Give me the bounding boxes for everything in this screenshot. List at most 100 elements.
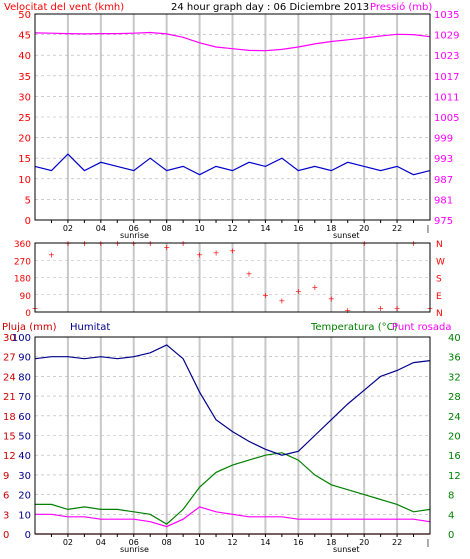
direction-point: +: [377, 304, 384, 313]
rain-tick-label: 30: [3, 333, 16, 344]
x-tick-label: 14: [260, 538, 270, 547]
direction-tick-label: 0: [25, 309, 31, 319]
wind-tick-label: 25: [18, 113, 31, 124]
pressure-tick-label: 1011: [434, 92, 459, 103]
humidity-y-axis: 0 10 20 30 40 50 60 70 80 90 100: [12, 333, 31, 541]
x-tick-label: 18: [326, 224, 336, 233]
humidity-tick-label: 80: [18, 372, 31, 383]
wind-tick-label: 35: [18, 72, 31, 83]
rain-tick-label: 18: [3, 412, 16, 423]
x-tick-label: 16: [293, 224, 303, 233]
pressure-tick-label: 981: [434, 195, 453, 206]
wind-y-axis: 0 5 10 15 20 25 30 35 40 45 50: [18, 10, 31, 227]
humidity-tick-label: 30: [18, 471, 31, 482]
compass-tick-label: W: [436, 257, 445, 267]
temperature-tick-label: 36: [448, 353, 461, 364]
direction-point: +: [311, 283, 318, 292]
rain-y-axis: 0 3 6 9 12 15 18 21 24 27 30: [3, 333, 16, 541]
temperature-tick-label: 0: [448, 530, 454, 541]
humidity-tick-label: 90: [18, 353, 31, 364]
x-tick-label: 08: [162, 538, 172, 547]
wind-tick-label: 0: [25, 216, 31, 227]
pressure-tick-label: 999: [434, 134, 453, 145]
humidity-tick-label: 10: [18, 510, 31, 521]
rain-tick-label: 3: [3, 510, 9, 521]
rain-tick-label: 27: [3, 353, 16, 364]
x-tick-label: 06: [129, 224, 139, 233]
temperature-tick-label: 24: [448, 412, 461, 423]
wind-speed-line: [34, 153, 431, 176]
x-tick-label: 22: [392, 224, 402, 233]
sunset-label: sunset: [333, 231, 360, 240]
wind-tick-label: 50: [18, 10, 31, 21]
pressure-tick-label: 993: [434, 154, 453, 165]
direction-grid: [35, 243, 430, 312]
wind-tick-label: 10: [18, 175, 31, 186]
pressure-axis-title: Pressió (mb): [370, 1, 432, 13]
direction-plot-frame: [34, 242, 431, 313]
x-end-mark: |: [427, 224, 430, 233]
dewpoint-axis-title: Punt rosada: [392, 322, 451, 333]
pressure-tick-label: 1035: [434, 10, 459, 21]
humidity-tick-label: 60: [18, 412, 31, 423]
pressure-tick-label: 1029: [434, 31, 459, 42]
x-tick-label: 06: [129, 538, 139, 547]
rain-tick-label: 6: [3, 491, 9, 502]
rain-tick-label: 12: [3, 451, 16, 462]
humidity-tick-label: 40: [18, 451, 31, 462]
humidity-tick-label: 100: [12, 333, 31, 344]
direction-point: +: [279, 297, 286, 306]
wind-x-axis: 02 04 06 08 10 12 14 16 18 20 22 |: [50, 220, 430, 233]
sunrise-label-bottom: sunrise: [120, 545, 149, 554]
rain-tick-label: 9: [3, 471, 9, 482]
wind-tick-label: 20: [18, 134, 31, 145]
x-tick-label: 04: [96, 538, 106, 547]
sunset-label-bottom: sunset: [333, 545, 360, 554]
direction-point: +: [246, 270, 253, 279]
humidity-line: [34, 344, 431, 456]
direction-tick-label: 360: [14, 240, 31, 250]
compass-tick-label: E: [436, 292, 442, 302]
temperature-y-axis: 0 4 8 12 16 20 24 28 32 36 40: [448, 333, 461, 541]
x-tick-label: 22: [392, 538, 402, 547]
pressure-tick-label: 1023: [434, 51, 459, 62]
wind-pressure-panel: Velocitat del vent (kmh) 24 hour graph d…: [4, 1, 459, 240]
pressure-tick-label: 1005: [434, 113, 459, 124]
x-tick-label: 08: [162, 224, 172, 233]
x-tick-label: 02: [63, 538, 73, 547]
direction-point: +: [328, 295, 335, 304]
humidity-tick-label: 70: [18, 392, 31, 403]
temperature-tick-label: 8: [448, 491, 454, 502]
wind-tick-label: 40: [18, 51, 31, 62]
temperature-tick-label: 40: [448, 333, 461, 344]
pressure-tick-label: 975: [434, 216, 453, 227]
direction-point: +: [48, 251, 55, 260]
x-tick-label: 10: [194, 224, 204, 233]
direction-point: +: [262, 291, 269, 300]
compass-tick-label: S: [436, 275, 442, 285]
direction-tick-label: 90: [20, 292, 32, 302]
x-tick-label: 16: [293, 538, 303, 547]
wind-tick-label: 45: [18, 31, 31, 42]
direction-y-axis: 0 90 180 270 360: [14, 240, 31, 319]
temp-x-axis: 02 04 06 08 10 12 14 16 18 20 22 |: [50, 534, 429, 547]
humidity-axis-title: Humitat: [70, 322, 110, 333]
direction-point: +: [394, 304, 401, 313]
x-tick-label: 14: [260, 224, 270, 233]
pressure-tick-label: 1017: [434, 72, 459, 83]
temperature-tick-label: 28: [448, 392, 461, 403]
temp-grid: [35, 337, 430, 534]
pressure-line: [34, 31, 431, 52]
x-tick-label: 20: [359, 538, 369, 547]
compass-tick-label: N: [436, 240, 443, 250]
rain-tick-label: 21: [3, 392, 16, 403]
x-tick-label: 12: [227, 224, 237, 233]
wind-tick-label: 5: [25, 195, 31, 206]
temperature-tick-label: 32: [448, 372, 461, 383]
sunrise-label: sunrise: [120, 231, 149, 240]
direction-point: +: [344, 306, 351, 315]
temperature-tick-label: 20: [448, 432, 461, 443]
temp-humidity-panel: Pluja (mm) Humitat Temperatura (°C) Punt…: [2, 322, 461, 554]
